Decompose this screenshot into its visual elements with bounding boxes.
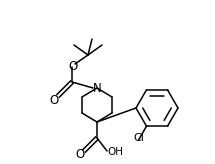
Text: OH: OH: [107, 147, 123, 157]
Text: Cl: Cl: [133, 133, 144, 143]
Text: N: N: [93, 82, 101, 94]
Text: O: O: [75, 148, 85, 162]
Text: O: O: [68, 61, 78, 73]
Text: O: O: [49, 93, 59, 106]
